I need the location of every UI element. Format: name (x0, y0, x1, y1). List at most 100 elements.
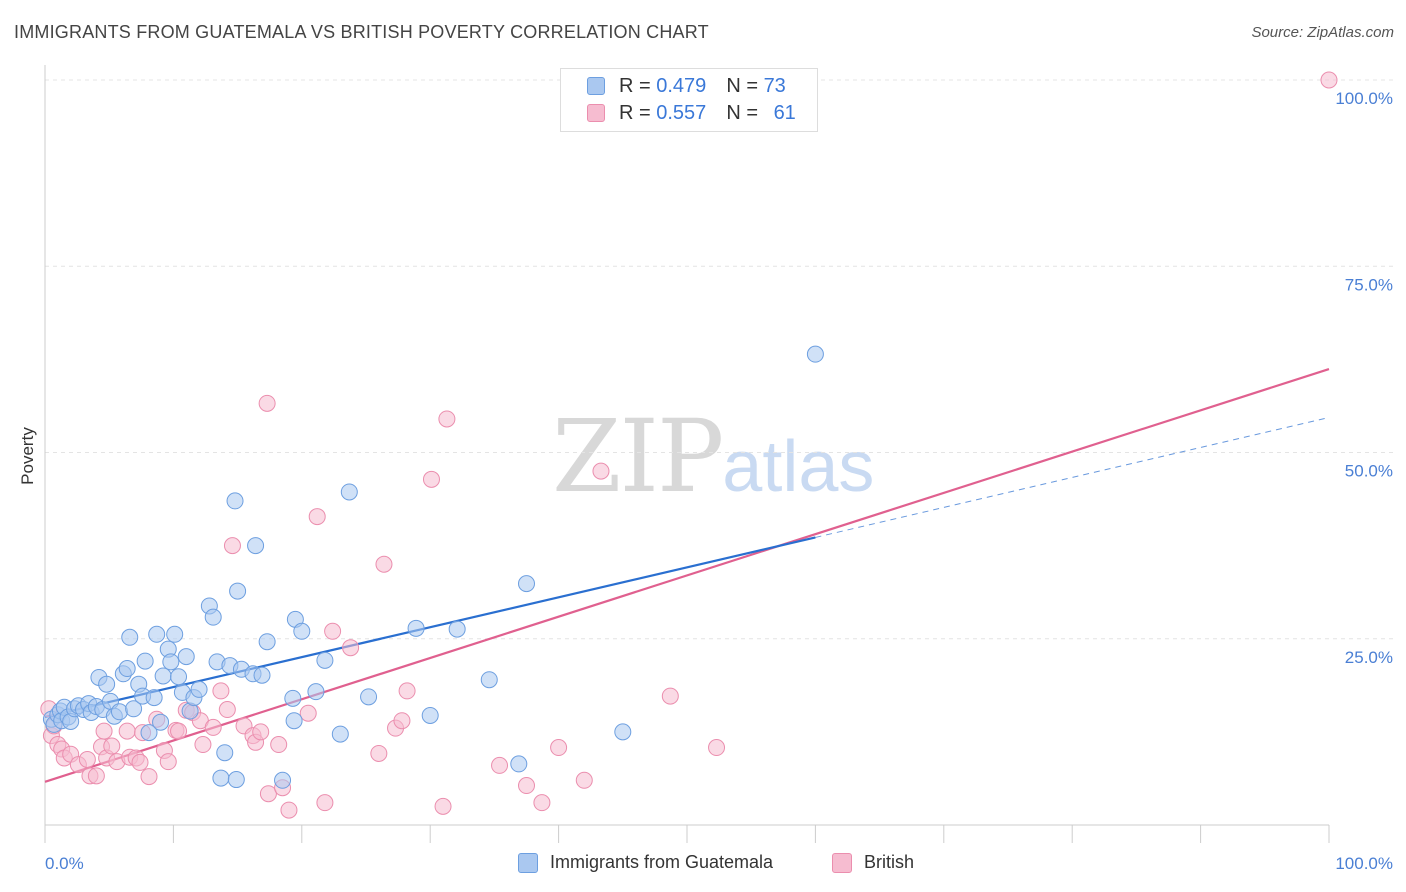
point-british (438, 410, 456, 428)
chart-source: Source: ZipAtlas.com (1251, 24, 1394, 41)
point-guatemala (204, 608, 222, 626)
trend-line-british (44, 368, 1330, 783)
point-british (170, 722, 188, 740)
x-tick-label: 0.0% (45, 854, 84, 873)
point-british (78, 750, 96, 768)
series-legend-label: British (864, 852, 915, 872)
series-legend-swatch-pink (832, 852, 852, 873)
point-guatemala (136, 652, 154, 670)
point-british (252, 723, 270, 741)
tick-labels: 25.0% 50.0% 75.0% 100.0% 0.0% 100.0% (45, 89, 1393, 873)
trend-lines (44, 368, 1330, 783)
y-axis-label: Poverty (18, 427, 37, 485)
point-british (550, 739, 568, 757)
point-guatemala (166, 625, 184, 643)
point-guatemala (227, 771, 245, 789)
point-british (375, 555, 393, 573)
point-guatemala (177, 648, 195, 666)
legend-n-value: 73 (763, 74, 786, 97)
trend-line-guatemala (44, 536, 816, 719)
point-guatemala (510, 755, 528, 773)
point-british (708, 739, 726, 757)
gridlines (45, 79, 1395, 640)
point-british (299, 704, 317, 722)
point-british (398, 682, 416, 700)
point-british (159, 753, 177, 771)
legend-r-label: R = (619, 101, 657, 124)
point-guatemala (331, 725, 349, 743)
series-legend-guatemala[interactable]: Immigrants from Guatemala (518, 852, 773, 873)
legend-row-british: R = 0.557 N = 61 (587, 101, 796, 125)
legend-n-label: N = (726, 101, 764, 124)
point-guatemala (360, 688, 378, 706)
point-guatemala (448, 620, 466, 638)
point-guatemala (154, 667, 172, 685)
point-british (212, 682, 230, 700)
series-legend-british[interactable]: British (832, 852, 914, 873)
point-guatemala (421, 706, 439, 724)
point-british (422, 470, 440, 488)
point-guatemala (258, 633, 276, 651)
point-british (218, 701, 236, 719)
correlation-legend: R = 0.479 N = 73 R = 0.557 N = 61 (560, 68, 818, 132)
point-guatemala (247, 537, 265, 555)
point-guatemala (125, 700, 143, 718)
point-guatemala (226, 492, 244, 510)
point-british (533, 794, 551, 812)
point-guatemala (98, 675, 116, 693)
y-tick-label: 75.0% (1345, 275, 1393, 294)
series-pink (40, 71, 1338, 819)
point-guatemala (518, 575, 535, 593)
point-guatemala (212, 769, 230, 787)
point-british (118, 722, 136, 740)
legend-n-value: 61 (773, 101, 796, 124)
point-british (280, 801, 298, 819)
point-british (259, 785, 277, 803)
point-british (324, 622, 342, 640)
point-british (434, 797, 452, 815)
point-british (131, 753, 149, 771)
point-guatemala (284, 689, 302, 707)
point-guatemala (190, 680, 208, 698)
chart-title: IMMIGRANTS FROM GUATEMALA VS BRITISH POV… (14, 22, 709, 42)
point-british (316, 794, 334, 812)
legend-r-value: 0.557 (656, 101, 707, 124)
point-british (270, 736, 288, 754)
y-tick-label: 25.0% (1345, 648, 1393, 667)
series-legend: Immigrants from Guatemala British (0, 852, 1406, 878)
trend-line-guatemala-extension (815, 416, 1330, 538)
point-guatemala (121, 628, 139, 646)
point-british (661, 687, 679, 705)
point-guatemala (340, 483, 358, 501)
legend-r-value: 0.479 (656, 74, 707, 97)
series-legend-label: Immigrants from Guatemala (550, 852, 774, 872)
point-guatemala (614, 723, 632, 741)
legend-n-label: N = (726, 74, 764, 97)
point-guatemala (316, 651, 334, 669)
watermark: ZIPatlas (552, 398, 874, 515)
series-legend-swatch-blue (518, 852, 538, 873)
point-british (194, 736, 212, 754)
point-guatemala (407, 619, 425, 637)
y-tick-label: 50.0% (1345, 462, 1393, 481)
point-guatemala (152, 713, 170, 731)
point-british (393, 712, 411, 730)
point-british (491, 756, 509, 774)
point-british (103, 737, 121, 755)
axes (44, 65, 1330, 843)
series-blue (42, 345, 824, 789)
point-guatemala (285, 712, 303, 730)
point-guatemala (253, 666, 271, 684)
point-guatemala (274, 771, 292, 789)
point-guatemala (140, 724, 158, 742)
point-guatemala (293, 622, 311, 640)
point-guatemala (170, 668, 188, 686)
point-british (308, 508, 326, 526)
point-british (258, 394, 276, 412)
point-british (204, 718, 222, 736)
x-tick-label: 100.0% (1335, 854, 1393, 873)
point-british (370, 744, 388, 762)
point-guatemala (480, 671, 498, 689)
point-british (95, 722, 113, 740)
